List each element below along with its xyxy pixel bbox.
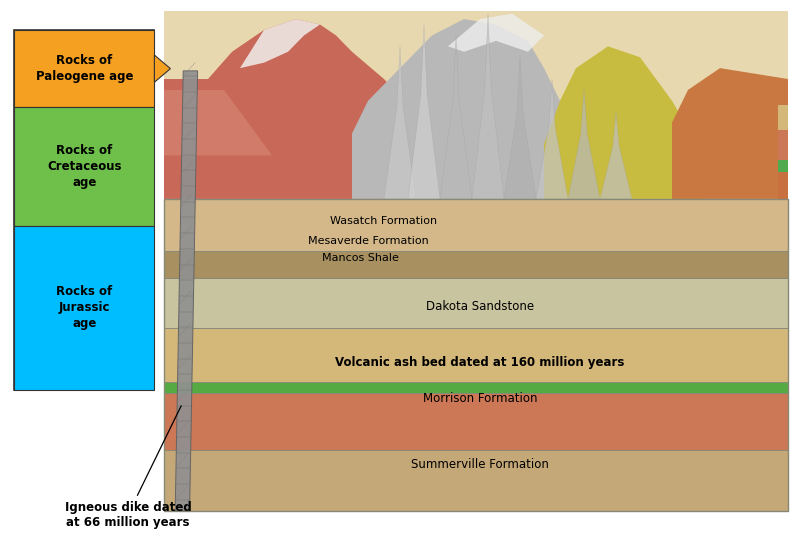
Text: Dakota Sandstone: Dakota Sandstone bbox=[426, 300, 534, 313]
Polygon shape bbox=[384, 46, 416, 199]
Text: Rocks of
Paleogene age: Rocks of Paleogene age bbox=[36, 54, 133, 83]
Bar bbox=[164, 199, 788, 251]
Polygon shape bbox=[504, 57, 536, 199]
Bar bbox=[14, 30, 154, 390]
Polygon shape bbox=[408, 25, 440, 199]
Polygon shape bbox=[352, 19, 624, 199]
Bar bbox=[164, 199, 788, 511]
Polygon shape bbox=[440, 35, 472, 199]
Polygon shape bbox=[240, 19, 320, 68]
Text: Volcanic ash bed dated at 160 million years: Volcanic ash bed dated at 160 million ye… bbox=[335, 356, 625, 369]
Bar bbox=[14, 107, 154, 226]
Bar bbox=[778, 160, 788, 172]
Polygon shape bbox=[164, 19, 496, 199]
Polygon shape bbox=[672, 68, 788, 199]
Text: Morrison Formation: Morrison Formation bbox=[422, 392, 538, 405]
Polygon shape bbox=[472, 14, 504, 199]
Bar bbox=[164, 382, 788, 393]
Text: Wasatch Formation: Wasatch Formation bbox=[330, 216, 438, 226]
Text: Rocks of
Cretaceous
age: Rocks of Cretaceous age bbox=[47, 144, 122, 189]
Bar bbox=[164, 251, 788, 278]
Polygon shape bbox=[448, 14, 544, 52]
Text: Rocks of
Jurassic
age: Rocks of Jurassic age bbox=[56, 286, 113, 330]
Bar bbox=[164, 328, 788, 381]
Polygon shape bbox=[164, 90, 272, 155]
Polygon shape bbox=[175, 71, 198, 511]
Bar bbox=[778, 172, 788, 199]
Polygon shape bbox=[164, 11, 788, 199]
Bar bbox=[14, 30, 154, 107]
Bar bbox=[164, 278, 788, 328]
Text: Igneous dike dated
at 66 million years: Igneous dike dated at 66 million years bbox=[65, 406, 191, 529]
Text: Mancos Shale: Mancos Shale bbox=[322, 253, 398, 263]
Bar bbox=[164, 393, 788, 450]
Polygon shape bbox=[536, 79, 568, 199]
Text: Summerville Formation: Summerville Formation bbox=[411, 458, 549, 471]
Polygon shape bbox=[600, 112, 632, 199]
Bar bbox=[14, 226, 154, 390]
Bar bbox=[164, 450, 788, 511]
Bar bbox=[778, 130, 788, 160]
Polygon shape bbox=[154, 55, 170, 82]
Text: Mesaverde Formation: Mesaverde Formation bbox=[308, 236, 428, 246]
Bar bbox=[778, 105, 788, 130]
Polygon shape bbox=[544, 46, 704, 199]
Polygon shape bbox=[568, 90, 600, 199]
